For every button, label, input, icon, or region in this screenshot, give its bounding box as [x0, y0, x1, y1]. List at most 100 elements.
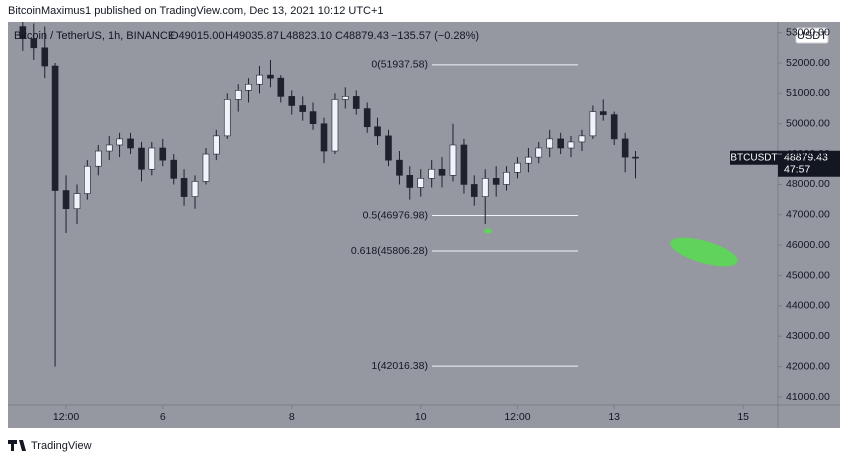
candle-body	[267, 74, 274, 79]
x-tick-label: 8	[289, 411, 295, 423]
candle-body	[94, 150, 102, 167]
y-tick-label: 42000.00	[786, 360, 830, 372]
currency: USDT	[797, 30, 827, 42]
candle-body	[138, 147, 145, 170]
candle-body	[621, 138, 629, 158]
candle-body	[428, 168, 435, 179]
candle-body	[84, 165, 91, 194]
candle-body	[363, 108, 371, 128]
candle-body	[449, 144, 457, 176]
candle-body	[578, 135, 586, 143]
candle-body	[320, 123, 328, 152]
ticker-box	[730, 150, 778, 165]
x-tick-label: 13	[608, 411, 620, 423]
candle-body	[202, 153, 210, 182]
y-tick-label: 51000.00	[786, 87, 830, 99]
fib-label: 1(42016.38)	[371, 360, 428, 372]
x-tick-label: 12:00	[504, 411, 530, 423]
candle-body	[309, 111, 317, 125]
candle-body	[352, 96, 360, 109]
candle-body	[567, 141, 575, 149]
plot-area: 0(51937.58) 0.5(46976.98) 0.618(45806.28) 1…	[19, 22, 639, 372]
y-tick-label: 47000.00	[786, 209, 830, 221]
footer-brand: TradingView	[31, 440, 92, 452]
candle-body	[417, 178, 425, 188]
y-tick-label: 44000.00	[786, 300, 830, 312]
annotation-marker	[484, 228, 492, 234]
candle-body	[191, 181, 199, 197]
candle-body	[546, 138, 554, 149]
y-tick-label: 52000.00	[786, 57, 830, 69]
candle-body	[514, 162, 521, 173]
legend-open: O49015.00	[170, 30, 224, 42]
candle-body	[525, 156, 532, 164]
legend-high: H49035.87	[225, 30, 279, 42]
candle-body	[492, 178, 500, 185]
candle-body	[599, 111, 607, 115]
candle-body	[610, 114, 618, 140]
legend-change: −135.57 (−0.28%)	[391, 30, 479, 42]
candle-body	[438, 168, 446, 176]
candle-body	[180, 178, 188, 197]
y-tick-label: 46000.00	[786, 239, 830, 251]
candle-body	[234, 90, 242, 100]
countdown: 47:57	[784, 164, 810, 176]
candle-body	[41, 47, 49, 67]
candle-body	[127, 138, 134, 149]
currency-box[interactable]	[795, 27, 829, 44]
candle-body	[148, 147, 156, 170]
y-tick-label: 53000.00	[786, 26, 830, 38]
candle-body	[62, 190, 70, 210]
fib-label: 0(51937.58)	[371, 59, 428, 71]
candle-body	[212, 135, 220, 155]
y-tick-label: 49000.00	[786, 148, 830, 160]
legend: Bitcoin / TetherUS, 1h, BINANCE O49015.0…	[14, 30, 479, 42]
candle-body	[299, 105, 307, 112]
candle-body	[277, 77, 285, 97]
candle-body	[30, 38, 38, 49]
candle-body	[256, 74, 263, 85]
candle-body	[460, 144, 468, 185]
fib-label: 0.5(46976.98)	[363, 209, 428, 221]
y-tick-label: 50000.00	[786, 117, 830, 129]
candle-body	[105, 144, 113, 152]
candle-body	[116, 138, 123, 146]
candle-body	[19, 26, 27, 39]
x-tick-label: 12:00	[53, 411, 79, 423]
x-tick-label: 6	[160, 411, 166, 423]
x-tick-label: 10	[415, 411, 427, 423]
candle-body	[245, 83, 252, 91]
y-tick-label: 41000.00	[786, 391, 830, 403]
candle-body	[223, 99, 231, 137]
legend-close: C48879.43	[335, 30, 389, 42]
legend-low: L48823.10	[280, 30, 332, 42]
candle-body	[331, 99, 339, 152]
candle-body	[396, 159, 403, 176]
candle-body	[406, 175, 414, 188]
fib-label: 0.618(45806.28)	[351, 245, 428, 257]
candle-body	[170, 159, 178, 179]
candle-body	[73, 193, 81, 210]
candle-body	[341, 96, 349, 100]
candle-body	[589, 111, 597, 137]
candle-body	[159, 147, 167, 161]
y-tick-label: 43000.00	[786, 330, 830, 342]
x-tick-label: 15	[737, 411, 749, 423]
candle-body	[557, 138, 564, 149]
candle-body	[385, 135, 392, 161]
header: BitcoinMaximus1 published on TradingView…	[8, 5, 384, 17]
y-tick-label: 45000.00	[786, 269, 830, 281]
y-tick-label: 48000.00	[786, 178, 830, 190]
annotation-marker	[670, 237, 738, 267]
last-price-box	[778, 150, 840, 177]
candle-body	[535, 147, 543, 158]
candle-body	[470, 184, 478, 197]
candle-body	[288, 96, 296, 106]
legend-symbol: Bitcoin / TetherUS, 1h, BINANCE	[14, 30, 175, 42]
chart-background	[8, 22, 840, 428]
ticker: BTCUSDT	[730, 152, 777, 163]
last-price: 48879.43	[784, 152, 828, 164]
footer: TradingView	[8, 440, 92, 452]
candle-body	[632, 156, 639, 159]
